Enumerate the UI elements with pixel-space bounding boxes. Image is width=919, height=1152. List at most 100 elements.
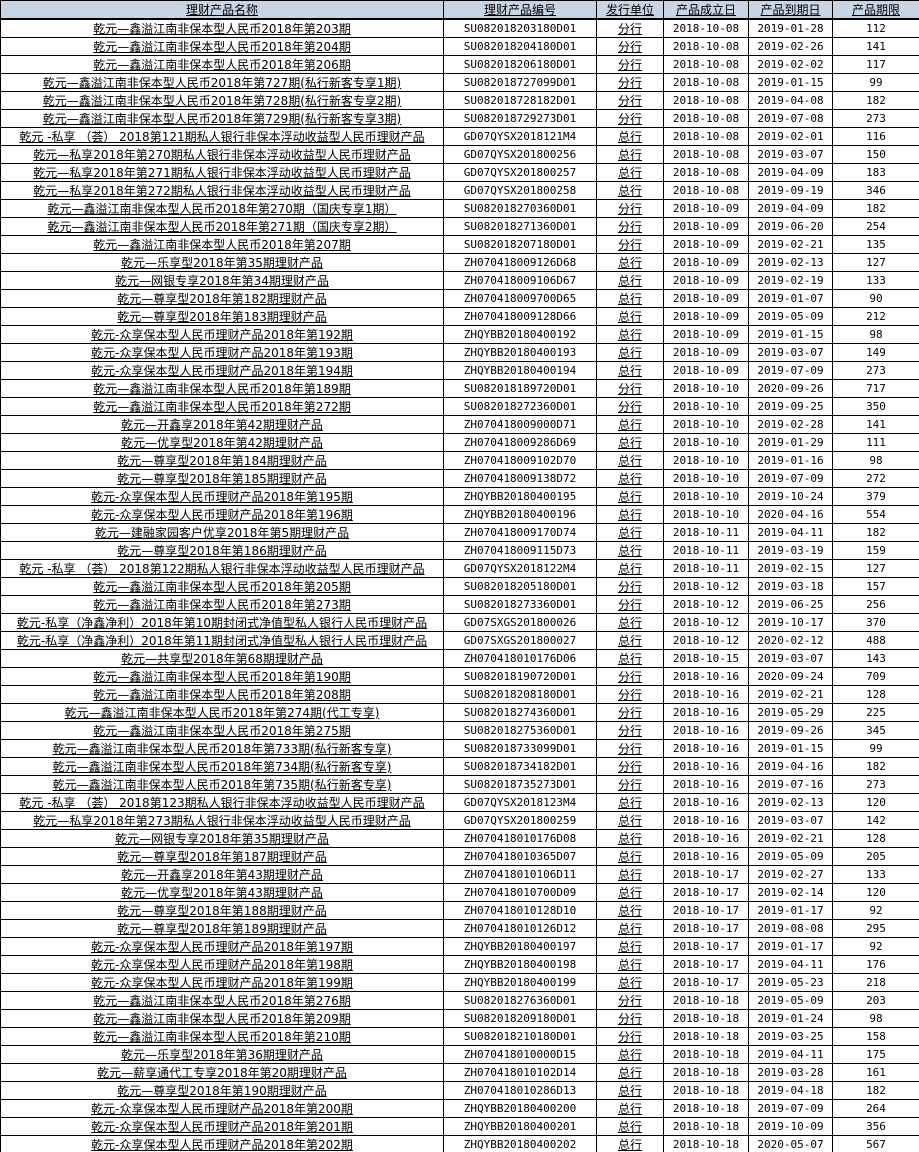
product-name-cell: 乾元—鑫溢江南非保本型人民币2018年第270期（国庆专享1期） <box>0 199 444 218</box>
start-date-cell: 2018-10-10 <box>663 505 749 524</box>
product-code-cell: SU082018727099D01 <box>443 73 597 92</box>
start-date-cell: 2018-10-10 <box>663 451 749 470</box>
start-date-cell: 2018-10-09 <box>663 361 749 380</box>
table-row: 乾元—鑫溢江南非保本型人民币2018年第209期 SU082018209180D0… <box>0 1009 919 1028</box>
start-date-cell: 2018-10-08 <box>663 55 749 74</box>
product-code-cell: GD07QYSX201800257 <box>443 163 597 182</box>
maturity-date-cell: 2020-09-26 <box>748 379 833 398</box>
table-row: 乾元—共享型2018年第68期理财产品 ZH070418010176D06 总行 20… <box>0 649 919 668</box>
product-code-cell: SU082018729273D01 <box>443 109 597 128</box>
maturity-date-cell: 2020-05-07 <box>748 1135 833 1152</box>
maturity-date-cell: 2019-02-15 <box>748 559 833 578</box>
product-name-cell: 乾元—薪享通代工专享2018年第20期理财产品 <box>0 1063 444 1082</box>
maturity-date-cell: 2019-04-09 <box>748 199 833 218</box>
term-cell: 127 <box>832 559 919 578</box>
product-code-cell: SU082018275360D01 <box>443 721 597 740</box>
maturity-date-cell: 2019-01-16 <box>748 451 833 470</box>
term-cell: 225 <box>832 703 919 722</box>
start-date-cell: 2018-10-12 <box>663 595 749 614</box>
product-name-cell: 乾元-众享保本型人民币理财产品2018年第200期 <box>0 1099 444 1118</box>
term-cell: 99 <box>832 739 919 758</box>
product-name-cell: 乾元—私享2018年第270期私人银行非保本浮动收益型人民币理财产品 <box>0 145 444 164</box>
term-cell: 120 <box>832 883 919 902</box>
product-code-cell: GD07SXGS201800026 <box>443 613 597 632</box>
issuing-unit-cell: 分行 <box>596 577 664 596</box>
issuing-unit-cell: 总行 <box>596 181 664 200</box>
product-name-cell: 乾元—鑫溢江南非保本型人民币2018年第203期 <box>0 18 444 38</box>
term-cell: 120 <box>832 793 919 812</box>
issuing-unit-cell: 分行 <box>596 991 664 1010</box>
start-date-cell: 2018-10-10 <box>663 469 749 488</box>
product-code-cell: ZH070418009106D67 <box>443 271 597 290</box>
term-cell: 182 <box>832 1081 919 1100</box>
term-cell: 212 <box>832 307 919 326</box>
term-cell: 182 <box>832 199 919 218</box>
product-name-cell: 乾元—鑫溢江南非保本型人民币2018年第729期(私行新客专享3期) <box>0 109 444 128</box>
product-name-cell: 乾元—鑫溢江南非保本型人民币2018年第209期 <box>0 1009 444 1028</box>
maturity-date-cell: 2019-01-17 <box>748 937 833 956</box>
maturity-date-cell: 2019-01-15 <box>748 739 833 758</box>
term-cell: 149 <box>832 343 919 362</box>
product-code-cell: SU082018204180D01 <box>443 37 597 56</box>
product-code-cell: ZHQYBB20180400200 <box>443 1099 597 1118</box>
start-date-cell: 2018-10-12 <box>663 577 749 596</box>
product-name-cell: 乾元—鑫溢江南非保本型人民币2018年第190期 <box>0 667 444 686</box>
maturity-date-cell: 2019-05-23 <box>748 973 833 992</box>
term-cell: 709 <box>832 667 919 686</box>
table-row: 乾元—鑫溢江南非保本型人民币2018年第727期(私行新客专享1期) SU0820… <box>0 73 919 92</box>
issuing-unit-cell: 总行 <box>596 415 664 434</box>
term-cell: 127 <box>832 253 919 272</box>
table-row: 乾元—私享2018年第270期私人银行非保本浮动收益型人民币理财产品 GD07QY… <box>0 145 919 164</box>
term-cell: 295 <box>832 919 919 938</box>
product-name-cell: 乾元-众享保本型人民币理财产品2018年第193期 <box>0 343 444 362</box>
product-name-cell: 乾元-私享（净鑫净利）2018年第10期封闭式净值型私人银行人民币理财产品 <box>0 613 444 632</box>
start-date-cell: 2018-10-11 <box>663 523 749 542</box>
term-cell: 254 <box>832 217 919 236</box>
maturity-date-cell: 2019-02-21 <box>748 685 833 704</box>
term-cell: 128 <box>832 685 919 704</box>
issuing-unit-cell: 分行 <box>596 37 664 56</box>
product-name-cell: 乾元-众享保本型人民币理财产品2018年第198期 <box>0 955 444 974</box>
term-cell: 98 <box>832 325 919 344</box>
term-cell: 182 <box>832 523 919 542</box>
product-code-cell: ZHQYBB20180400198 <box>443 955 597 974</box>
product-code-cell: SU082018728182D01 <box>443 91 597 110</box>
product-name-cell: 乾元—鑫溢江南非保本型人民币2018年第208期 <box>0 685 444 704</box>
table-row: 乾元—优享型2018年第42期理财产品 ZH070418009286D69 总行 20… <box>0 433 919 452</box>
issuing-unit-cell: 总行 <box>596 1081 664 1100</box>
maturity-date-cell: 2019-07-08 <box>748 109 833 128</box>
product-code-cell: GD07QYSX201800258 <box>443 181 597 200</box>
start-date-cell: 2018-10-18 <box>663 1099 749 1118</box>
start-date-cell: 2018-10-08 <box>663 163 749 182</box>
product-name-cell: 乾元—网银专享2018年第35期理财产品 <box>0 829 444 848</box>
product-code-cell: ZHQYBB20180400194 <box>443 361 597 380</box>
issuing-unit-cell: 总行 <box>596 973 664 992</box>
term-cell: 273 <box>832 775 919 794</box>
term-cell: 272 <box>832 469 919 488</box>
start-date-cell: 2018-10-11 <box>663 559 749 578</box>
table-row: 乾元—尊享型2018年第185期理财产品 ZH070418009138D72 总行 2… <box>0 469 919 488</box>
issuing-unit-cell: 总行 <box>596 649 664 668</box>
issuing-unit-cell: 总行 <box>596 1135 664 1152</box>
start-date-cell: 2018-10-18 <box>663 1117 749 1136</box>
term-cell: 346 <box>832 181 919 200</box>
product-code-cell: ZH070418010102D14 <box>443 1063 597 1082</box>
product-code-cell: SU082018206180D01 <box>443 55 597 74</box>
issuing-unit-cell: 总行 <box>596 307 664 326</box>
start-date-cell: 2018-10-08 <box>663 73 749 92</box>
start-date-cell: 2018-10-09 <box>663 271 749 290</box>
header-term-days: 产品期限 <box>832 0 919 20</box>
term-cell: 141 <box>832 415 919 434</box>
table-row: 乾元—尊享型2018年第187期理财产品 ZH070418010365D07 总行 2… <box>0 847 919 866</box>
product-name-cell: 乾元—尊享型2018年第185期理财产品 <box>0 469 444 488</box>
table-row: 乾元—开鑫享2018年第42期理财产品 ZH070418009000D71 总行 20… <box>0 415 919 434</box>
product-name-cell: 乾元-众享保本型人民币理财产品2018年第202期 <box>0 1135 444 1152</box>
product-name-cell: 乾元—尊享型2018年第190期理财产品 <box>0 1081 444 1100</box>
maturity-date-cell: 2019-03-25 <box>748 1027 833 1046</box>
maturity-date-cell: 2019-02-19 <box>748 271 833 290</box>
product-code-cell: ZH070418010365D07 <box>443 847 597 866</box>
maturity-date-cell: 2019-05-09 <box>748 991 833 1010</box>
maturity-date-cell: 2020-04-16 <box>748 505 833 524</box>
product-code-cell: ZH070418010000D15 <box>443 1045 597 1064</box>
